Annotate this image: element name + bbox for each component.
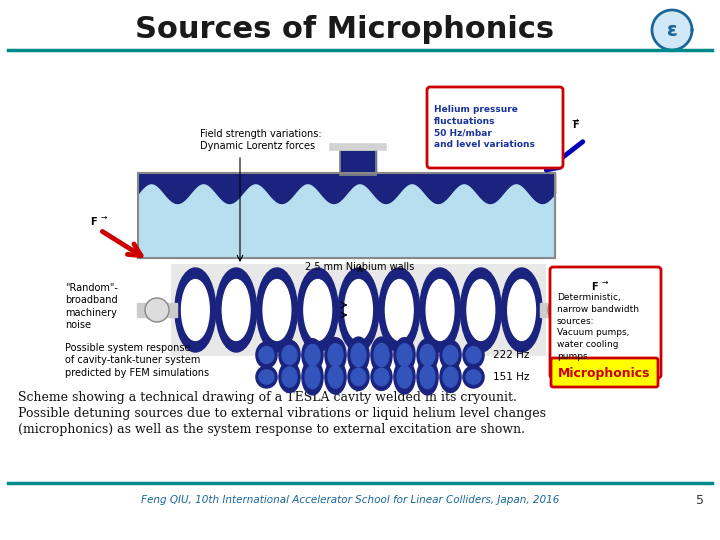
Ellipse shape (282, 367, 297, 387)
Bar (340, 150, 376, 175)
FancyBboxPatch shape (551, 358, 658, 387)
Text: "Random"-
broadband
machinery
noise: "Random"- broadband machinery noise (65, 283, 118, 330)
Ellipse shape (325, 360, 346, 394)
Text: Possible system response
of cavity-tank-tuner system
predicted by FEM simulation: Possible system response of cavity-tank-… (65, 343, 209, 378)
Ellipse shape (466, 370, 481, 384)
Ellipse shape (374, 343, 389, 367)
Ellipse shape (463, 342, 484, 368)
Text: 151 Hz: 151 Hz (493, 372, 529, 382)
Bar (137, 303, 177, 317)
Ellipse shape (371, 363, 392, 390)
Text: 2.5 mm Niobium walls: 2.5 mm Niobium walls (305, 262, 415, 272)
Ellipse shape (417, 339, 438, 371)
Ellipse shape (328, 366, 343, 388)
Ellipse shape (181, 280, 210, 340)
Ellipse shape (394, 360, 415, 394)
Ellipse shape (345, 280, 372, 340)
Text: (microphonics) as well as the system response to external excitation are shown.: (microphonics) as well as the system res… (18, 422, 525, 435)
Ellipse shape (348, 337, 369, 373)
Ellipse shape (379, 268, 420, 352)
Ellipse shape (325, 338, 346, 373)
Bar (138, 173, 555, 258)
Bar (138, 175, 555, 258)
Ellipse shape (256, 366, 277, 388)
Ellipse shape (351, 368, 366, 386)
Ellipse shape (305, 345, 320, 366)
Text: $\rightarrow$: $\rightarrow$ (600, 278, 610, 287)
Ellipse shape (304, 280, 332, 340)
Ellipse shape (440, 361, 461, 393)
Ellipse shape (256, 342, 277, 368)
Bar (330, 144, 386, 150)
Text: F: F (572, 120, 579, 130)
Text: $\rightarrow$: $\rightarrow$ (99, 213, 109, 221)
Circle shape (654, 12, 690, 48)
Text: ε: ε (667, 21, 678, 39)
Ellipse shape (279, 361, 300, 393)
Ellipse shape (297, 268, 338, 352)
Ellipse shape (461, 268, 501, 352)
Text: 222 Hz: 222 Hz (493, 350, 529, 360)
Ellipse shape (508, 280, 536, 340)
Circle shape (145, 298, 169, 322)
Ellipse shape (216, 268, 256, 352)
Ellipse shape (175, 268, 216, 352)
Text: Possible detuning sources due to external vibrations or liquid helium level chan: Possible detuning sources due to externa… (18, 407, 546, 420)
Bar (540, 303, 580, 317)
Ellipse shape (259, 347, 274, 363)
Text: Sources of Microphonics: Sources of Microphonics (135, 16, 554, 44)
Ellipse shape (397, 366, 412, 388)
Ellipse shape (394, 338, 415, 373)
Ellipse shape (420, 345, 435, 366)
Ellipse shape (256, 268, 297, 352)
Ellipse shape (440, 340, 461, 370)
Circle shape (548, 298, 572, 322)
Ellipse shape (426, 280, 454, 340)
Ellipse shape (463, 366, 484, 388)
Ellipse shape (222, 280, 250, 340)
Ellipse shape (501, 268, 542, 352)
Ellipse shape (282, 346, 297, 365)
Ellipse shape (467, 280, 495, 340)
Ellipse shape (338, 268, 379, 352)
Ellipse shape (371, 337, 392, 373)
Ellipse shape (302, 339, 323, 371)
Ellipse shape (305, 366, 320, 389)
Ellipse shape (443, 367, 458, 387)
Ellipse shape (302, 359, 323, 395)
Ellipse shape (279, 340, 300, 370)
Ellipse shape (263, 280, 291, 340)
Text: Feng QIU, 10th International Accelerator School for Linear Colliders, Japan, 201: Feng QIU, 10th International Accelerator… (141, 495, 559, 505)
Ellipse shape (328, 344, 343, 366)
Bar (172, 265, 545, 355)
Ellipse shape (351, 343, 366, 367)
FancyBboxPatch shape (427, 87, 563, 168)
Text: Helium pressure
fluctuations
50 Hz/mbar
and level variations: Helium pressure fluctuations 50 Hz/mbar … (434, 105, 535, 149)
Text: Field strength variations:
Dynamic Lorentz forces: Field strength variations: Dynamic Loren… (200, 129, 322, 151)
Text: F: F (590, 282, 598, 292)
Ellipse shape (466, 347, 481, 363)
Ellipse shape (374, 368, 389, 386)
Ellipse shape (417, 359, 438, 395)
Ellipse shape (397, 344, 412, 366)
Ellipse shape (259, 370, 274, 384)
Ellipse shape (420, 268, 461, 352)
Ellipse shape (385, 280, 413, 340)
Text: F: F (90, 217, 96, 227)
Text: Microphonics: Microphonics (558, 367, 650, 380)
Text: 5: 5 (696, 494, 704, 507)
Text: Deterministic,
narrow bandwidth
sources:
Vacuum pumps,
water cooling
pumps: Deterministic, narrow bandwidth sources:… (557, 293, 639, 361)
FancyBboxPatch shape (550, 267, 661, 378)
Ellipse shape (443, 346, 458, 365)
Ellipse shape (348, 363, 369, 390)
Text: $\rightarrow$: $\rightarrow$ (570, 116, 580, 125)
Bar (340, 150, 376, 175)
Ellipse shape (420, 366, 435, 389)
Text: Scheme showing a technical drawing of a TESLA cavity welded in its cryounit.: Scheme showing a technical drawing of a … (18, 390, 517, 403)
